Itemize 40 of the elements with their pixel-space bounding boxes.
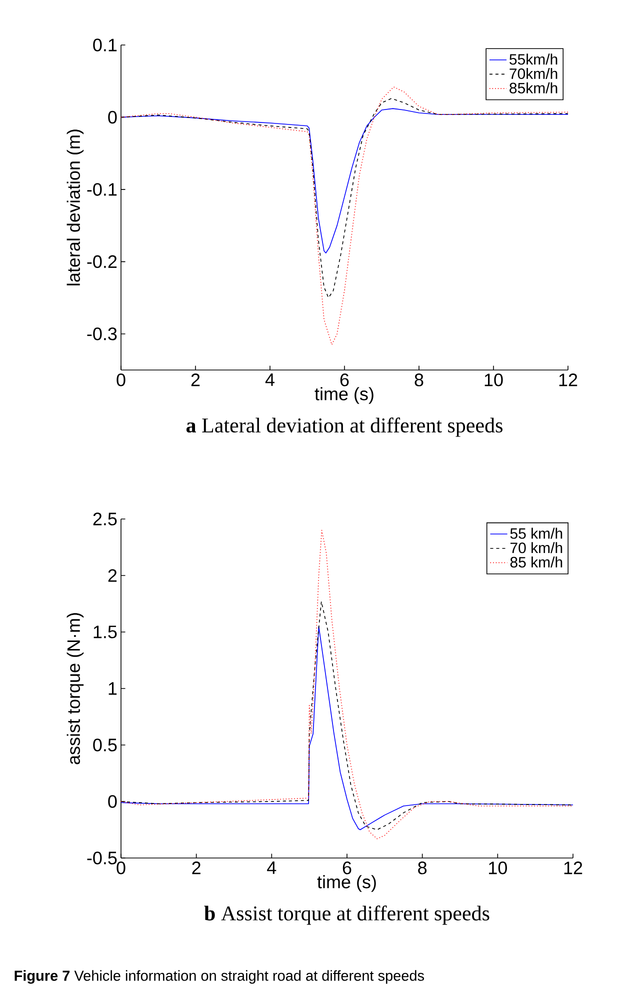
y-tick-label: 0 <box>108 110 117 124</box>
legend-label: 55km/h <box>510 54 558 65</box>
x-tick-label: 4 <box>265 374 274 386</box>
x-tick-label: 0 <box>116 374 126 386</box>
x-tick-label: 10 <box>484 374 503 386</box>
x-tick-label: 12 <box>564 862 582 874</box>
y-tick-label: 1.5 <box>94 626 117 638</box>
y-axis-title: assist torque (N·m) <box>66 613 84 764</box>
x-tick-label: 12 <box>559 374 578 386</box>
x-tick-label: 2 <box>192 862 200 874</box>
y-tick-label: 2.5 <box>93 512 117 526</box>
legend-label: 85 km/h <box>510 556 562 568</box>
y-tick-label: 1 <box>108 682 117 695</box>
text: a Lateral deviation at different speeds <box>186 418 502 437</box>
x-tick-label: 8 <box>418 862 427 874</box>
y-tick-label: 0.5 <box>93 738 117 752</box>
y-axis-title: lateral deviation (m) <box>66 130 84 286</box>
legend-label: 70 km/h <box>510 542 562 554</box>
y-tick-label: 2 <box>108 569 117 582</box>
line-series <box>120 530 573 840</box>
y-tick-label: 0.1 <box>93 38 117 52</box>
y-tick-label: 0 <box>108 795 117 808</box>
y-tick-label: -0.3 <box>87 328 117 340</box>
text: b Assist torque at different speeds <box>204 906 490 925</box>
x-tick-label: 4 <box>267 862 276 874</box>
x-axis-title: time (s) <box>317 875 376 892</box>
y-tick-label: -0.2 <box>87 255 117 268</box>
legend-label: 85km/h <box>510 82 558 94</box>
y-tick-label: -0.1 <box>87 183 117 196</box>
legend-label: 55 km/h <box>510 528 562 539</box>
x-tick-label: 8 <box>414 374 424 386</box>
x-axis-title: time (s) <box>314 387 374 404</box>
x-tick-label: 2 <box>191 374 200 386</box>
x-tick-label: 0 <box>116 862 126 874</box>
x-tick-label: 6 <box>340 374 349 386</box>
x-tick-label: 10 <box>489 862 507 874</box>
y-tick-label: -0.5 <box>87 852 117 864</box>
x-tick-label: 6 <box>342 862 352 874</box>
legend-label: 70km/h <box>510 68 558 80</box>
text: Figure 7 Vehicle information on straight road at different speeds <box>14 970 424 984</box>
